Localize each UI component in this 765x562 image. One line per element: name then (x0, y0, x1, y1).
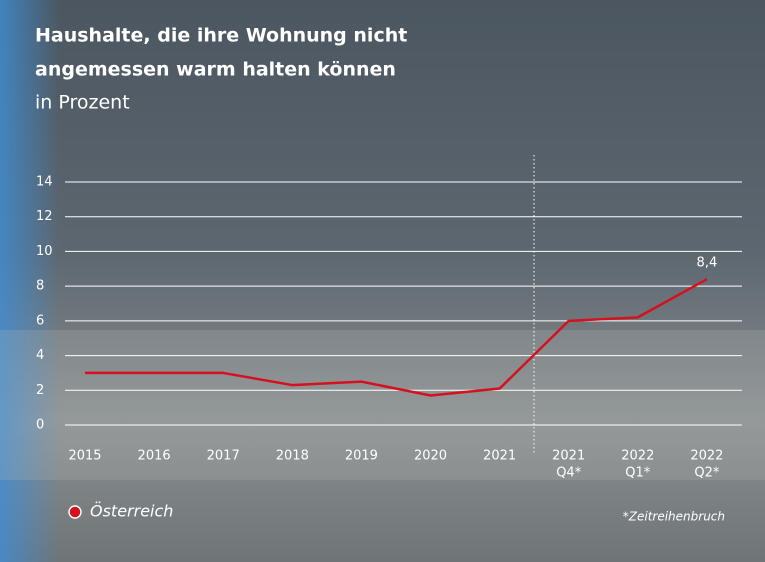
y-tick-label: 4 (36, 348, 44, 363)
x-tick-label: 2018 (276, 449, 309, 464)
x-tick-label: 2016 (138, 449, 171, 464)
x-tick-label: 2021 (483, 449, 516, 464)
x-tick-label: 2020 (414, 449, 447, 464)
x-tick-label: 2019 (345, 449, 378, 464)
chart-subtitle: in Prozent (35, 92, 130, 114)
y-tick-label: 8 (36, 279, 44, 294)
annotation: *Zeitreihenbruch (623, 510, 725, 524)
y-tick-label: 10 (36, 244, 53, 259)
x-tick-label: 2022 (690, 449, 723, 464)
x-tick-label: Q2* (694, 466, 720, 481)
x-tick-label: 2017 (207, 449, 240, 464)
x-tick-label: 2022 (621, 449, 654, 464)
x-tick-label: 2021 (552, 449, 585, 464)
value-label: 8,4 (697, 256, 718, 271)
x-tick-label: Q1* (625, 466, 651, 481)
legend-label: Österreich (90, 502, 173, 521)
y-tick-label: 6 (36, 313, 44, 328)
legend-marker (68, 505, 82, 519)
x-tick-label: 2015 (68, 449, 101, 464)
y-tick-label: 12 (36, 209, 53, 224)
background-sky (0, 0, 60, 562)
y-tick-label: 14 (36, 175, 53, 190)
x-tick-label: Q4* (556, 466, 582, 481)
y-tick-label: 2 (36, 383, 44, 398)
chart-title: angemessen warm halten können (35, 59, 396, 81)
background-tanks (0, 330, 765, 480)
chart-title: Haushalte, die ihre Wohnung nicht (35, 25, 407, 47)
data-line (85, 278, 708, 397)
y-tick-label: 0 (36, 418, 44, 433)
